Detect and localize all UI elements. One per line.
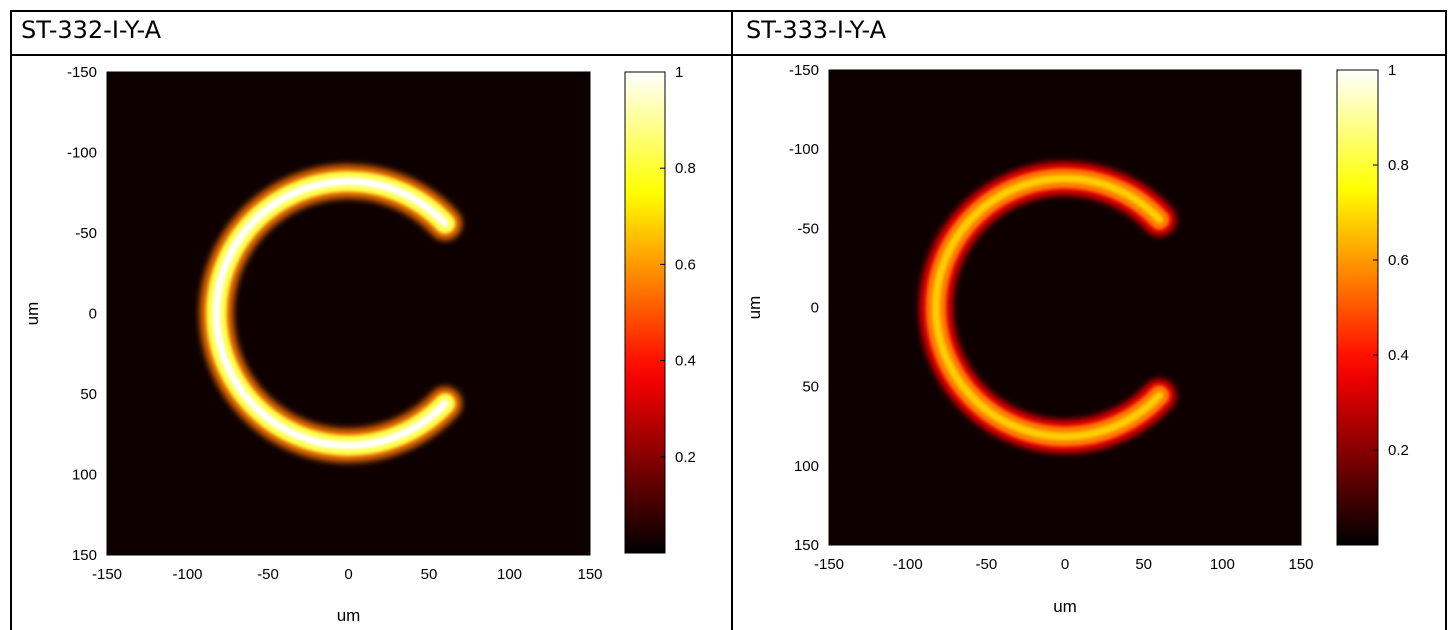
heatmap-background (829, 70, 1301, 545)
x-axis-label: um (1053, 597, 1077, 616)
colorbar-tick-label: 1 (1388, 62, 1396, 79)
y-tick-label: 150 (72, 547, 97, 564)
colorbar-tick-label: 0.4 (675, 353, 696, 370)
table-header-divider (10, 54, 1447, 56)
y-tick-label: 100 (72, 467, 97, 484)
colorbar-tick-label: 0.2 (1388, 442, 1409, 459)
x-tick-label: 100 (1210, 556, 1235, 573)
x-tick-label: -100 (893, 556, 923, 573)
y-tick-label: -50 (797, 220, 819, 237)
x-tick-label: 0 (344, 566, 352, 583)
y-axis-label: um (745, 296, 764, 320)
ring-core (212, 177, 450, 450)
y-tick-label: -150 (789, 62, 819, 79)
table-column-divider (731, 10, 733, 630)
x-tick-label: -100 (172, 566, 202, 583)
colorbar-tick-label: 0.6 (1388, 252, 1409, 269)
colorbar-tick-label: 0.8 (1388, 157, 1409, 174)
y-tick-label: -50 (75, 225, 97, 242)
x-tick-label: -150 (92, 566, 122, 583)
y-tick-label: 50 (80, 386, 97, 403)
colorbar (1336, 69, 1379, 546)
y-tick-label: 50 (802, 379, 819, 396)
y-tick-label: -150 (67, 64, 97, 81)
y-tick-label: -100 (789, 141, 819, 158)
y-tick-label: 0 (89, 306, 97, 323)
y-tick-label: 100 (794, 458, 819, 475)
y-tick-label: 0 (811, 300, 819, 317)
colorbar-tick-label: 0.6 (675, 256, 696, 273)
x-tick-label: -50 (975, 556, 997, 573)
colorbar-tick-label: 0.4 (1388, 347, 1409, 364)
x-tick-label: 150 (1288, 556, 1313, 573)
x-tick-label: 100 (497, 566, 522, 583)
x-axis-label: um (337, 606, 361, 625)
x-tick-label: 50 (421, 566, 438, 583)
comparison-table (10, 10, 1447, 630)
panel-title-right: ST-333-I-Y-A (746, 16, 887, 44)
y-tick-label: 150 (794, 537, 819, 554)
x-tick-label: -150 (814, 556, 844, 573)
colorbar-tick-label: 0.8 (675, 160, 696, 177)
ring-core (932, 174, 1164, 441)
colorbar-tick-label: 1 (675, 64, 683, 81)
panel-title-left: ST-332-I-Y-A (21, 16, 162, 44)
colorbar-tick-label: 0.2 (675, 449, 696, 466)
x-tick-label: 50 (1135, 556, 1152, 573)
colorbar (624, 71, 666, 554)
heatmap-background (107, 72, 590, 555)
x-tick-label: 0 (1061, 556, 1069, 573)
x-tick-label: -50 (257, 566, 279, 583)
x-tick-label: 150 (577, 566, 602, 583)
y-axis-label: um (23, 302, 42, 326)
y-tick-label: -100 (67, 145, 97, 162)
